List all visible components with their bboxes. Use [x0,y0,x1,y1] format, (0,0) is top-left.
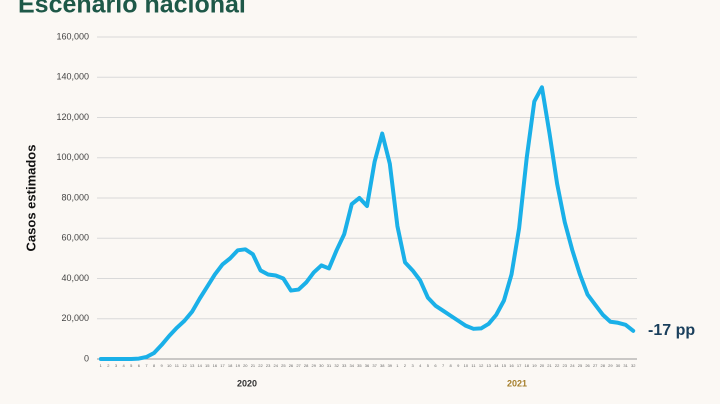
x-tick-label: 7 [145,363,148,368]
x-tick-label: 21 [251,363,256,368]
x-tick-label: 33 [342,363,347,368]
x-tick-label: 14 [494,363,499,368]
x-tick-label: 11 [175,363,180,368]
x-tick-label: 13 [190,363,195,368]
x-tick-label: 11 [471,363,476,368]
y-tick-label: 20,000 [61,313,89,323]
y-tick-label: 0 [84,353,89,363]
x-tick-label: 28 [304,363,309,368]
x-tick-label: 29 [608,363,613,368]
x-tick-label: 22 [258,363,263,368]
x-tick-label: 28 [601,363,606,368]
y-tick-label: 120,000 [56,112,89,122]
x-tick-label: 4 [419,363,422,368]
x-tick-label: 26 [289,363,294,368]
x-tick-label: 22 [555,363,560,368]
year-label: 2021 [507,378,527,388]
x-tick-label: 10 [167,363,172,368]
x-tick-label: 18 [524,363,529,368]
x-tick-label: 8 [153,363,156,368]
y-tick-label: 100,000 [56,152,89,162]
x-tick-label: 26 [585,363,590,368]
x-tick-label: 25 [281,363,286,368]
x-tick-label: 21 [547,363,552,368]
x-tick-label: 31 [623,363,628,368]
x-tick-label: 31 [327,363,332,368]
annotation: -17 pp [648,322,695,339]
x-tick-label: 19 [532,363,537,368]
x-tick-label: 13 [486,363,491,368]
x-tick-label: 12 [479,363,484,368]
x-tick-label: 37 [372,363,377,368]
data-line [98,85,636,361]
x-tick-label: 36 [365,363,370,368]
x-tick-label: 30 [319,363,324,368]
x-tick-label: 24 [274,363,279,368]
x-tick-label: 29 [312,363,317,368]
x-tick-label: 3 [412,363,415,368]
y-tick-label: 80,000 [61,192,89,202]
x-tick-label: 18 [228,363,233,368]
x-tick-label: 4 [123,363,126,368]
x-tick-label: 23 [563,363,568,368]
x-tick-label: 14 [197,363,202,368]
y-axis-label: Casos estimados [23,145,38,252]
x-tick-label: 3 [115,363,118,368]
x-tick-label: 38 [380,363,385,368]
x-tick-label: 32 [631,363,636,368]
x-tick-label: 2 [404,363,407,368]
x-tick-label: 5 [130,363,133,368]
x-tick-label: 39 [388,363,393,368]
x-tick-label: 20 [540,363,545,368]
x-tick-label: 30 [616,363,621,368]
x-tick-label: 9 [161,363,164,368]
x-tick-label: 10 [464,363,469,368]
x-tick-label: 7 [442,363,445,368]
x-tick-label: 8 [450,363,453,368]
y-tick-label: 60,000 [61,233,89,243]
year-label: 2020 [237,378,257,388]
x-tick-label: 35 [357,363,362,368]
y-tick-label: 160,000 [56,31,89,41]
y-tick-label: 140,000 [56,72,89,82]
x-tick-label: 19 [235,363,240,368]
x-tick-label: 23 [266,363,271,368]
x-tick-label: 6 [138,363,141,368]
x-tick-label: 27 [593,363,598,368]
x-tick-label: 6 [434,363,437,368]
x-tick-label: 17 [220,363,225,368]
x-tick-label: 9 [457,363,460,368]
y-tick-label: 40,000 [61,273,89,283]
x-tick-label: 24 [570,363,575,368]
x-tick-label: 20 [243,363,248,368]
x-tick-label: 27 [296,363,301,368]
x-tick-label: 32 [334,363,339,368]
x-tick-label: 15 [205,363,210,368]
chart-title: Escenario nacional [18,0,246,19]
x-tick-label: 17 [517,363,522,368]
x-tick-label: 15 [502,363,507,368]
x-tick-label: 12 [182,363,187,368]
x-tick-label: 25 [578,363,583,368]
x-tick-label: 34 [350,363,355,368]
x-tick-label: 16 [509,363,514,368]
x-tick-label: 5 [427,363,430,368]
x-tick-label: 1 [100,363,103,368]
x-tick-label: 16 [213,363,218,368]
x-tick-label: 2 [107,363,110,368]
x-tick-label: 1 [396,363,399,368]
